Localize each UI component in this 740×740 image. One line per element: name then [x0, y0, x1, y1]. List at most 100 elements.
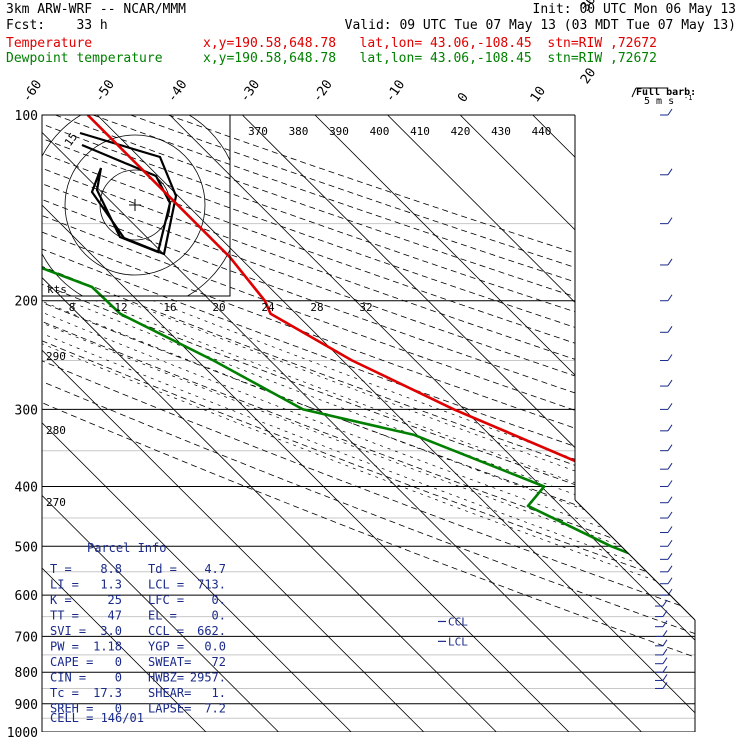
parcel-field-value: 72 — [212, 655, 226, 669]
dry-adiabat — [42, 115, 695, 732]
moist-adiabat — [95, 300, 695, 732]
hodograph-speed-label: 12 — [114, 301, 127, 314]
isotherm-line — [387, 115, 695, 732]
parcel-field-label: SVI = — [50, 624, 86, 638]
parcel-field-label: SREH = — [50, 702, 93, 716]
wind-barb — [662, 639, 668, 647]
parcel-field-label: EL = — [148, 609, 177, 623]
dry-adiabat — [42, 115, 695, 732]
dry-adiabat — [42, 115, 695, 732]
parcel-field-value: 25 — [108, 593, 122, 607]
moist-adiabat — [42, 300, 695, 732]
theta-label: 400 — [370, 125, 390, 138]
parcel-field-value: 7.2 — [204, 702, 226, 716]
dewpoint-legend: Dewpoint temperature — [6, 51, 163, 66]
hodograph-speed-label: 20 — [212, 301, 225, 314]
pressure-tick-label: 400 — [15, 480, 38, 495]
dry-adiabat — [42, 115, 695, 732]
isotherm-label: 20 — [578, 65, 599, 86]
parcel-field-label: HWBZ= — [148, 671, 184, 685]
parcel-field-value: 1.18 — [93, 640, 122, 654]
hodograph-unit: kts — [47, 283, 67, 296]
pressure-tick-label: 300 — [15, 403, 38, 418]
barb-legend-exponent: -1 — [684, 94, 692, 102]
forecast-hour: Fcst: 33 h — [6, 18, 108, 33]
wind-barb — [667, 462, 673, 470]
parcel-field-label: LAPSE= — [148, 702, 191, 716]
theta-label: 280 — [46, 424, 66, 437]
plot-slant-border — [574, 499, 696, 621]
init-time: Init: 00 UTC Mon 06 May 13 — [532, 2, 737, 17]
parcel-field-value: 0. — [212, 609, 226, 623]
isotherm-label: 10 — [528, 84, 549, 105]
parcel-field-value: 2957. — [190, 671, 226, 685]
hodograph-speed-label: 28 — [310, 301, 323, 314]
isotherm-label: -30 — [237, 77, 263, 105]
isotherm-label: -60 — [20, 77, 46, 105]
dewpoint-location: x,y=190.58,648.78 lat,lon= 43.06,-108.45… — [203, 51, 657, 66]
parcel-field-value: 0 — [115, 702, 122, 716]
wind-barb — [667, 539, 673, 547]
parcel-field-value: 0. — [212, 593, 226, 607]
parcel-field-label: K = — [50, 593, 72, 607]
wind-barb — [667, 553, 673, 560]
isotherm-line — [314, 115, 695, 732]
wind-barb — [662, 610, 668, 617]
parcel-field-label: LCL = — [148, 578, 184, 592]
isotherm-label: 30 — [578, 0, 599, 14]
theta-label: 290 — [46, 350, 66, 363]
pressure-tick-label: 1000 — [7, 726, 38, 740]
pressure-tick-label: 700 — [15, 630, 38, 645]
wind-barb — [662, 630, 668, 637]
wind-barb — [662, 648, 668, 656]
wind-barb — [662, 665, 668, 673]
parcel-field-value: 1. — [212, 686, 226, 700]
pressure-tick-label: 900 — [15, 698, 38, 713]
level-label: CCL — [448, 615, 468, 628]
isotherm-line — [42, 115, 279, 732]
wind-barb — [667, 577, 673, 584]
parcel-field-label: TT = — [50, 609, 79, 623]
pressure-tick-label: 500 — [15, 540, 38, 555]
isotherm-line — [42, 115, 425, 732]
dry-adiabat — [42, 115, 695, 732]
wind-barb — [667, 108, 673, 116]
hodograph-speed-label: 16 — [163, 301, 176, 314]
wind-barb — [667, 403, 673, 410]
dry-adiabat — [42, 115, 695, 732]
parcel-field-label: SHEAR= — [148, 686, 191, 700]
hodograph-speed-label: 8 — [69, 301, 76, 314]
isotherm-label: -50 — [92, 77, 118, 105]
isotherm-line — [42, 115, 642, 732]
wind-barb — [662, 682, 668, 689]
theta-label: 410 — [410, 125, 430, 138]
theta-label: 380 — [289, 125, 309, 138]
hodograph-frame — [41, 114, 231, 297]
isotherm-line — [459, 115, 695, 732]
isotherm-line — [242, 115, 695, 732]
wind-barb — [667, 379, 673, 387]
wind-barb — [662, 674, 668, 681]
barb-legend-value: 5 m s — [644, 96, 674, 107]
parcel-field-label: Td = — [148, 562, 177, 576]
barb-legend-barb — [631, 87, 637, 98]
level-label: LCL — [448, 635, 468, 648]
moist-adiabat — [42, 300, 695, 732]
moist-adiabat — [42, 300, 695, 732]
pressure-tick-label: 100 — [15, 109, 38, 124]
isotherm-label: 0 — [455, 90, 472, 105]
parcel-field-value: 3.0 — [100, 624, 122, 638]
isotherm-line — [42, 115, 207, 732]
wind-barb — [667, 496, 673, 503]
temperature-location: x,y=190.58,648.78 lat,lon= 43.06,-108.45… — [203, 36, 657, 51]
isotherm-line — [42, 115, 497, 732]
wind-barb — [667, 424, 673, 432]
wind-barb — [667, 565, 673, 573]
wind-barb — [667, 258, 673, 266]
parcel-field-value: 17.3 — [93, 686, 122, 700]
wind-barb — [667, 480, 673, 487]
hodograph-speed-label: 32 — [359, 301, 372, 314]
parcel-field-value: 4.7 — [204, 562, 226, 576]
